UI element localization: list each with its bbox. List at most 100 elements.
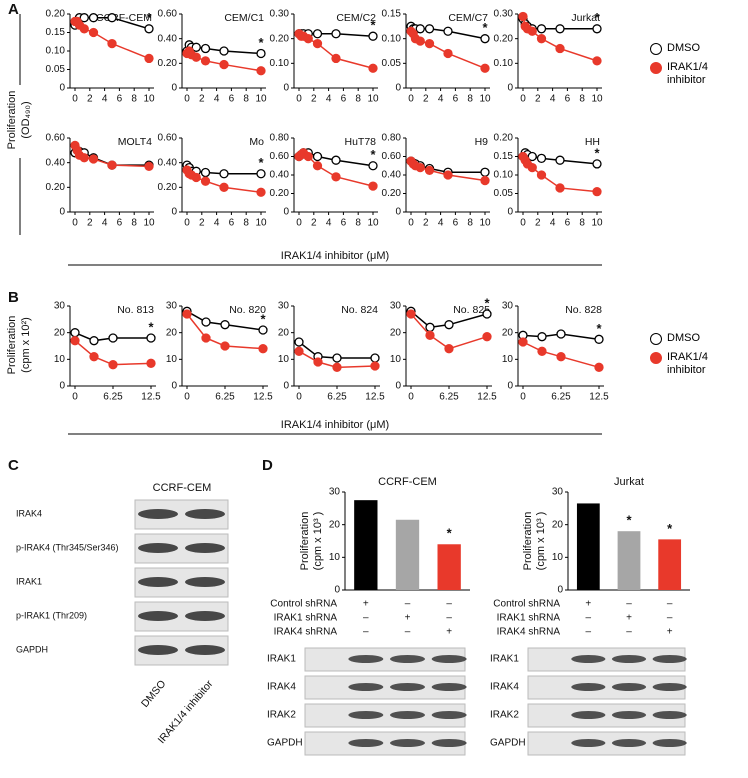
legend-item: IRAK1/4 inhibitor	[650, 351, 737, 377]
blot-band	[571, 683, 606, 691]
x-tick-label: 8	[131, 218, 137, 229]
series-line	[298, 350, 376, 369]
series-line	[186, 310, 264, 331]
x-tick-label: 6	[341, 94, 347, 105]
y-tick-label: 0.40	[270, 170, 290, 181]
blot-row-label: IRAK1	[16, 576, 42, 586]
data-point	[303, 151, 313, 162]
y-tick-label: 0.80	[270, 133, 290, 144]
legend-label: IRAK1/4 inhibitor	[667, 61, 708, 86]
chart-title: No. 813	[117, 304, 154, 316]
data-point	[332, 353, 342, 363]
series-line	[186, 313, 264, 350]
x-tick-label: 6	[229, 218, 235, 229]
data-point	[88, 154, 99, 164]
data-point	[220, 341, 230, 351]
data-point	[256, 48, 266, 59]
significance-mark: *	[260, 311, 266, 326]
blot-band	[390, 739, 425, 747]
data-point	[415, 162, 425, 173]
data-point	[443, 170, 453, 180]
x-tick-label: 6.25	[103, 392, 123, 403]
data-point	[480, 167, 490, 177]
data-point	[144, 161, 154, 172]
y-tick-label: 30	[278, 301, 290, 312]
data-point	[415, 24, 425, 34]
series-line	[410, 310, 488, 329]
y-tick-label: 0.10	[46, 46, 66, 57]
x-tick-label: 0	[296, 218, 302, 229]
x-tick-label: 8	[355, 94, 361, 105]
condition-mark: –	[667, 613, 673, 624]
data-point	[219, 59, 229, 70]
condition-label: Control shRNA	[493, 599, 560, 610]
blot-row-label: GAPDH	[490, 738, 526, 749]
y-tick-label: 30	[552, 487, 564, 498]
blot-band	[185, 645, 225, 655]
data-point	[443, 48, 453, 59]
bar	[576, 503, 600, 590]
y-tick-label: 0	[171, 381, 177, 392]
y-tick-label: 0	[507, 381, 513, 392]
chart-title: HuT78	[344, 136, 376, 148]
significance-mark: *	[146, 10, 152, 25]
x-tick-label: 6.25	[551, 392, 571, 403]
significance-mark: *	[594, 145, 600, 160]
condition-mark: –	[405, 627, 411, 638]
x-tick-label: 2	[199, 218, 205, 229]
y-tick-label: 0.80	[382, 133, 402, 144]
legend-swatch	[650, 43, 662, 55]
x-tick-label: 2	[535, 94, 541, 105]
blot-band	[348, 711, 384, 719]
data-point	[368, 63, 378, 73]
y-tick-label: 0	[283, 83, 289, 94]
y-tick-label: 0.30	[494, 9, 514, 20]
y-tick-label: 0	[395, 83, 401, 94]
y-tick-label: 10	[278, 354, 290, 365]
data-point	[107, 160, 117, 170]
data-point	[312, 151, 323, 162]
condition-label: IRAK1 shRNA	[274, 613, 338, 624]
data-point	[536, 170, 547, 180]
y-tick-label: 0.20	[494, 33, 514, 44]
data-point	[312, 29, 323, 39]
data-point	[555, 43, 565, 54]
data-point	[331, 29, 341, 39]
y-tick-label: 0.60	[382, 151, 402, 162]
y-tick-label: 0.60	[46, 133, 66, 144]
series-line	[522, 333, 600, 341]
chart-title: Mo	[249, 136, 264, 148]
chart-title: No. 828	[565, 304, 602, 316]
data-point	[191, 52, 201, 62]
data-point	[107, 38, 117, 49]
data-point	[594, 334, 604, 344]
condition-mark: –	[363, 613, 369, 624]
legend-label: IRAK1/4 inhibitor	[667, 351, 708, 376]
y-tick-label: 0.15	[494, 151, 514, 162]
series-line	[410, 313, 488, 350]
data-point	[89, 336, 99, 346]
x-tick-label: 6	[341, 218, 347, 229]
blot-row-label: IRAK4	[490, 682, 519, 693]
blot-band	[431, 683, 467, 691]
x-tick-label: 0	[520, 392, 526, 403]
y-tick-label: 0.60	[158, 9, 178, 20]
condition-mark: –	[405, 599, 411, 610]
x-tick-label: 0	[184, 218, 190, 229]
y-tick-label: 0	[395, 381, 401, 392]
data-point	[256, 66, 266, 76]
data-point	[536, 34, 547, 44]
chart-title: Jurkat	[614, 476, 644, 488]
data-point	[424, 165, 435, 176]
data-point	[444, 344, 454, 354]
y-tick-label: 10	[166, 354, 178, 365]
x-tick-label: 12.5	[589, 392, 609, 403]
blot-band	[390, 655, 425, 663]
y-tick-label: 0.20	[158, 58, 178, 69]
data-point	[294, 337, 304, 347]
blot-band	[138, 577, 178, 587]
blot-band	[611, 739, 647, 747]
legend: DMSO IRAK1/4 inhibitor	[650, 332, 737, 383]
y-tick-label: 0	[59, 83, 65, 94]
